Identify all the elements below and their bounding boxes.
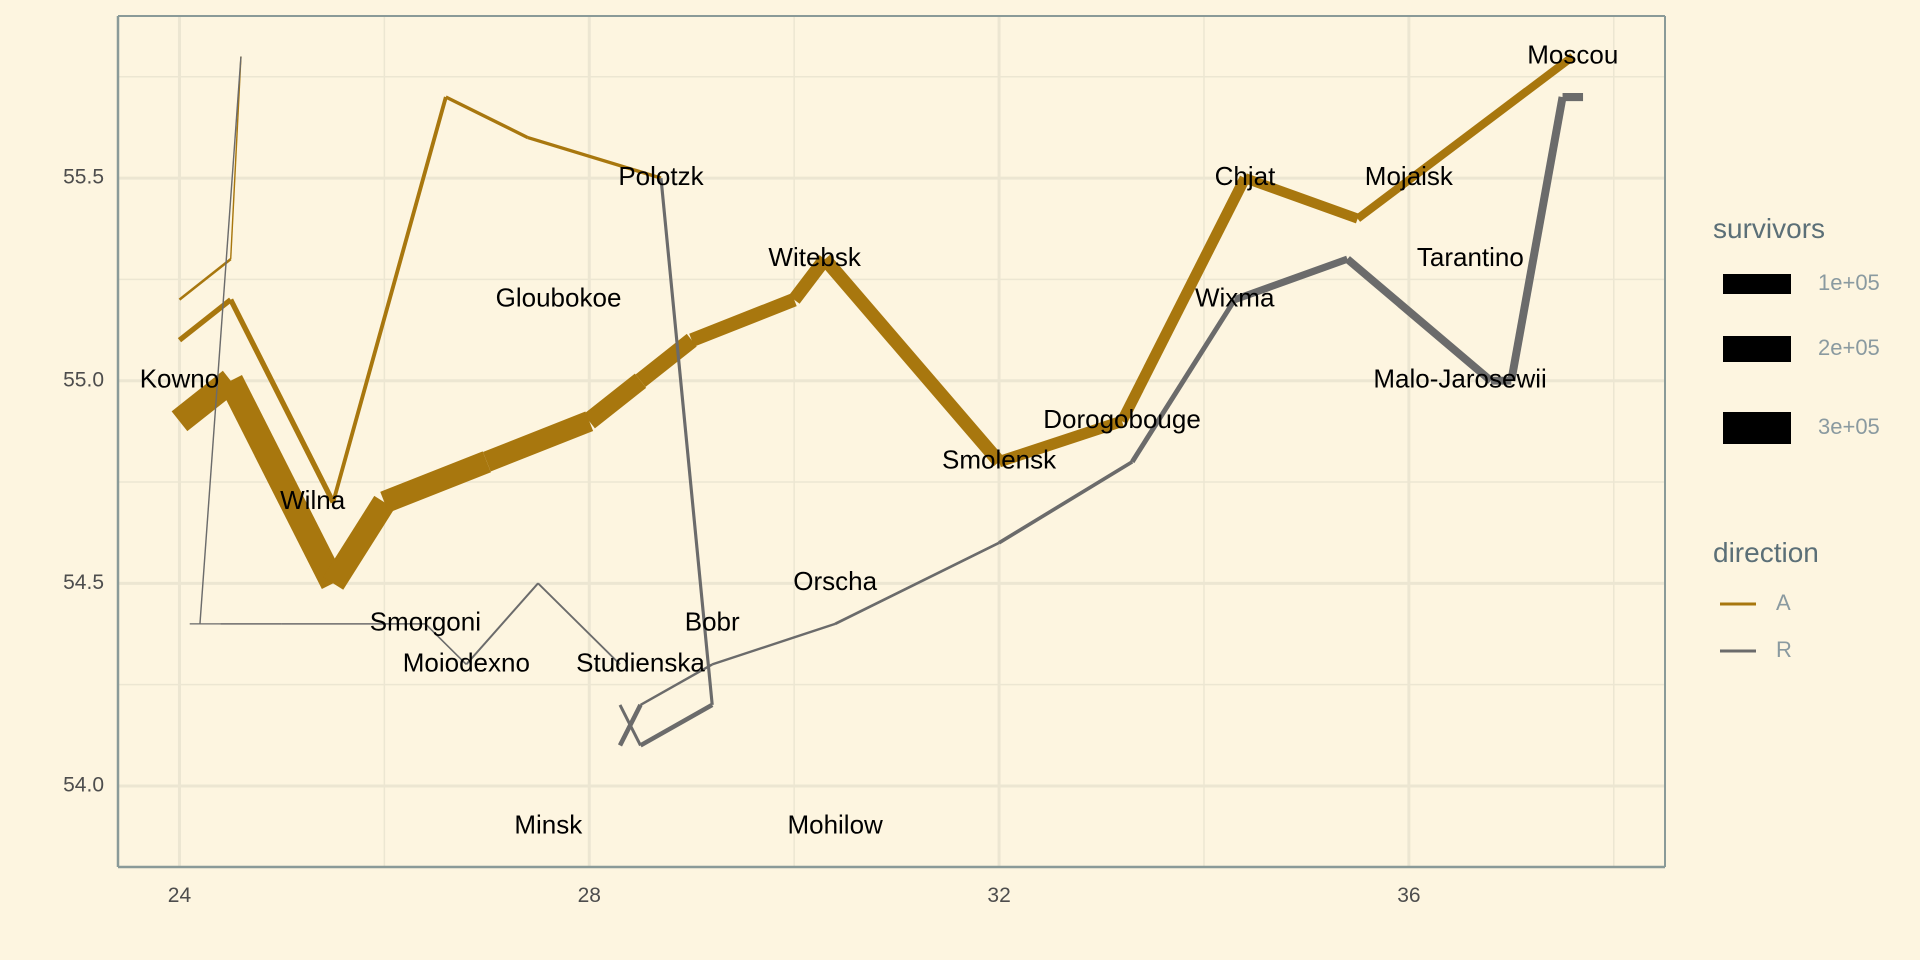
march-paths	[171, 53, 1584, 748]
city-label: Gloubokoe	[496, 283, 622, 313]
path-segment-a	[219, 375, 345, 590]
path-segment-r	[711, 622, 836, 666]
path-segment-a	[527, 135, 662, 180]
city-label: Bobr	[685, 607, 740, 637]
path-segment-a	[635, 333, 697, 387]
axes	[116, 15, 1666, 869]
tick-labels: 24 28 32 36 54.0 54.5 55.0 55.5	[63, 166, 1420, 907]
path-segment-r	[537, 582, 621, 666]
path-segment-a	[380, 451, 491, 513]
path-segment-r	[659, 177, 714, 706]
path-segment-r	[1130, 298, 1237, 464]
legend-size-label: 1e+05	[1818, 270, 1880, 295]
path-segment-r	[424, 623, 467, 665]
path-segment-r	[199, 56, 242, 624]
city-label: Orscha	[793, 566, 877, 596]
legend-color-label: R	[1776, 637, 1792, 662]
legend-color-label: A	[1776, 590, 1791, 615]
path-segment-a	[482, 411, 594, 472]
city-label: Malo-Jarosewii	[1373, 364, 1546, 394]
path-segment-a	[177, 297, 233, 343]
x-tick-label: 24	[168, 884, 192, 907]
path-segment-a	[178, 258, 232, 301]
city-label: Dorogobouge	[1043, 404, 1201, 434]
path-segment-r	[1344, 256, 1494, 384]
city-label: Wilna	[280, 485, 346, 515]
path-segment-a	[819, 254, 1005, 467]
path-segment-a	[997, 415, 1124, 468]
path-segment-r	[1507, 96, 1567, 382]
legend-title-survivors: survivors	[1713, 213, 1825, 244]
legend-size-key	[1723, 274, 1791, 294]
city-label: Mojaisk	[1365, 161, 1454, 191]
path-segment-a	[1117, 175, 1250, 424]
city-label: Studienska	[576, 647, 705, 677]
path-segment-a	[331, 96, 448, 503]
path-segment-a	[1355, 53, 1576, 222]
legend-size-label: 2e+05	[1818, 335, 1880, 360]
path-segment-r	[1233, 255, 1349, 304]
city-label: Witebsk	[768, 242, 861, 272]
city-label: Kowno	[140, 364, 220, 394]
path-segment-a	[445, 95, 529, 140]
legend-title-direction: direction	[1713, 537, 1819, 568]
path-segment-r	[639, 663, 713, 706]
city-label: Tarantino	[1417, 242, 1524, 272]
path-segment-a	[1243, 173, 1360, 224]
legend-size-label: 3e+05	[1818, 414, 1880, 439]
city-label: Smolensk	[942, 445, 1057, 475]
y-tick-label: 54.5	[63, 571, 104, 594]
legend-size-key	[1723, 412, 1791, 444]
city-label: Smorgoni	[370, 607, 481, 637]
path-segment-a	[583, 373, 647, 429]
path-segment-r	[639, 702, 714, 748]
city-label: Wixma	[1195, 283, 1275, 313]
city-label: Polotzk	[618, 161, 704, 191]
path-segment-a	[228, 298, 336, 504]
city-label: Minsk	[514, 809, 583, 839]
city-label: Moscou	[1527, 39, 1618, 69]
path-segment-a	[323, 495, 395, 590]
path-segment-a	[788, 255, 831, 304]
path-segment-r	[465, 582, 539, 666]
y-tick-label: 55.5	[63, 166, 104, 189]
city-label: Chjat	[1215, 161, 1276, 191]
y-tick-label: 54.0	[63, 773, 104, 796]
path-segment-a	[229, 56, 242, 260]
city-labels: Kowno Wilna Smorgoni Moiodexno Gloubokoe Mins…	[140, 39, 1619, 839]
path-segment-a	[689, 293, 797, 347]
legend: survivors 1e+05 2e+05 3e+05 direction AR	[1713, 213, 1880, 662]
legend-size-key	[1723, 336, 1791, 362]
city-label: Moiodexno	[403, 647, 530, 677]
path-segment-r	[834, 541, 1000, 626]
y-tick-label: 55.0	[63, 368, 104, 391]
x-tick-label: 28	[578, 884, 601, 907]
x-tick-label: 32	[987, 884, 1010, 907]
city-label: Mohilow	[787, 809, 883, 839]
path-segment-r	[618, 704, 642, 747]
x-tick-label: 36	[1397, 884, 1420, 907]
grid	[118, 16, 1665, 867]
path-segment-r	[998, 460, 1134, 545]
